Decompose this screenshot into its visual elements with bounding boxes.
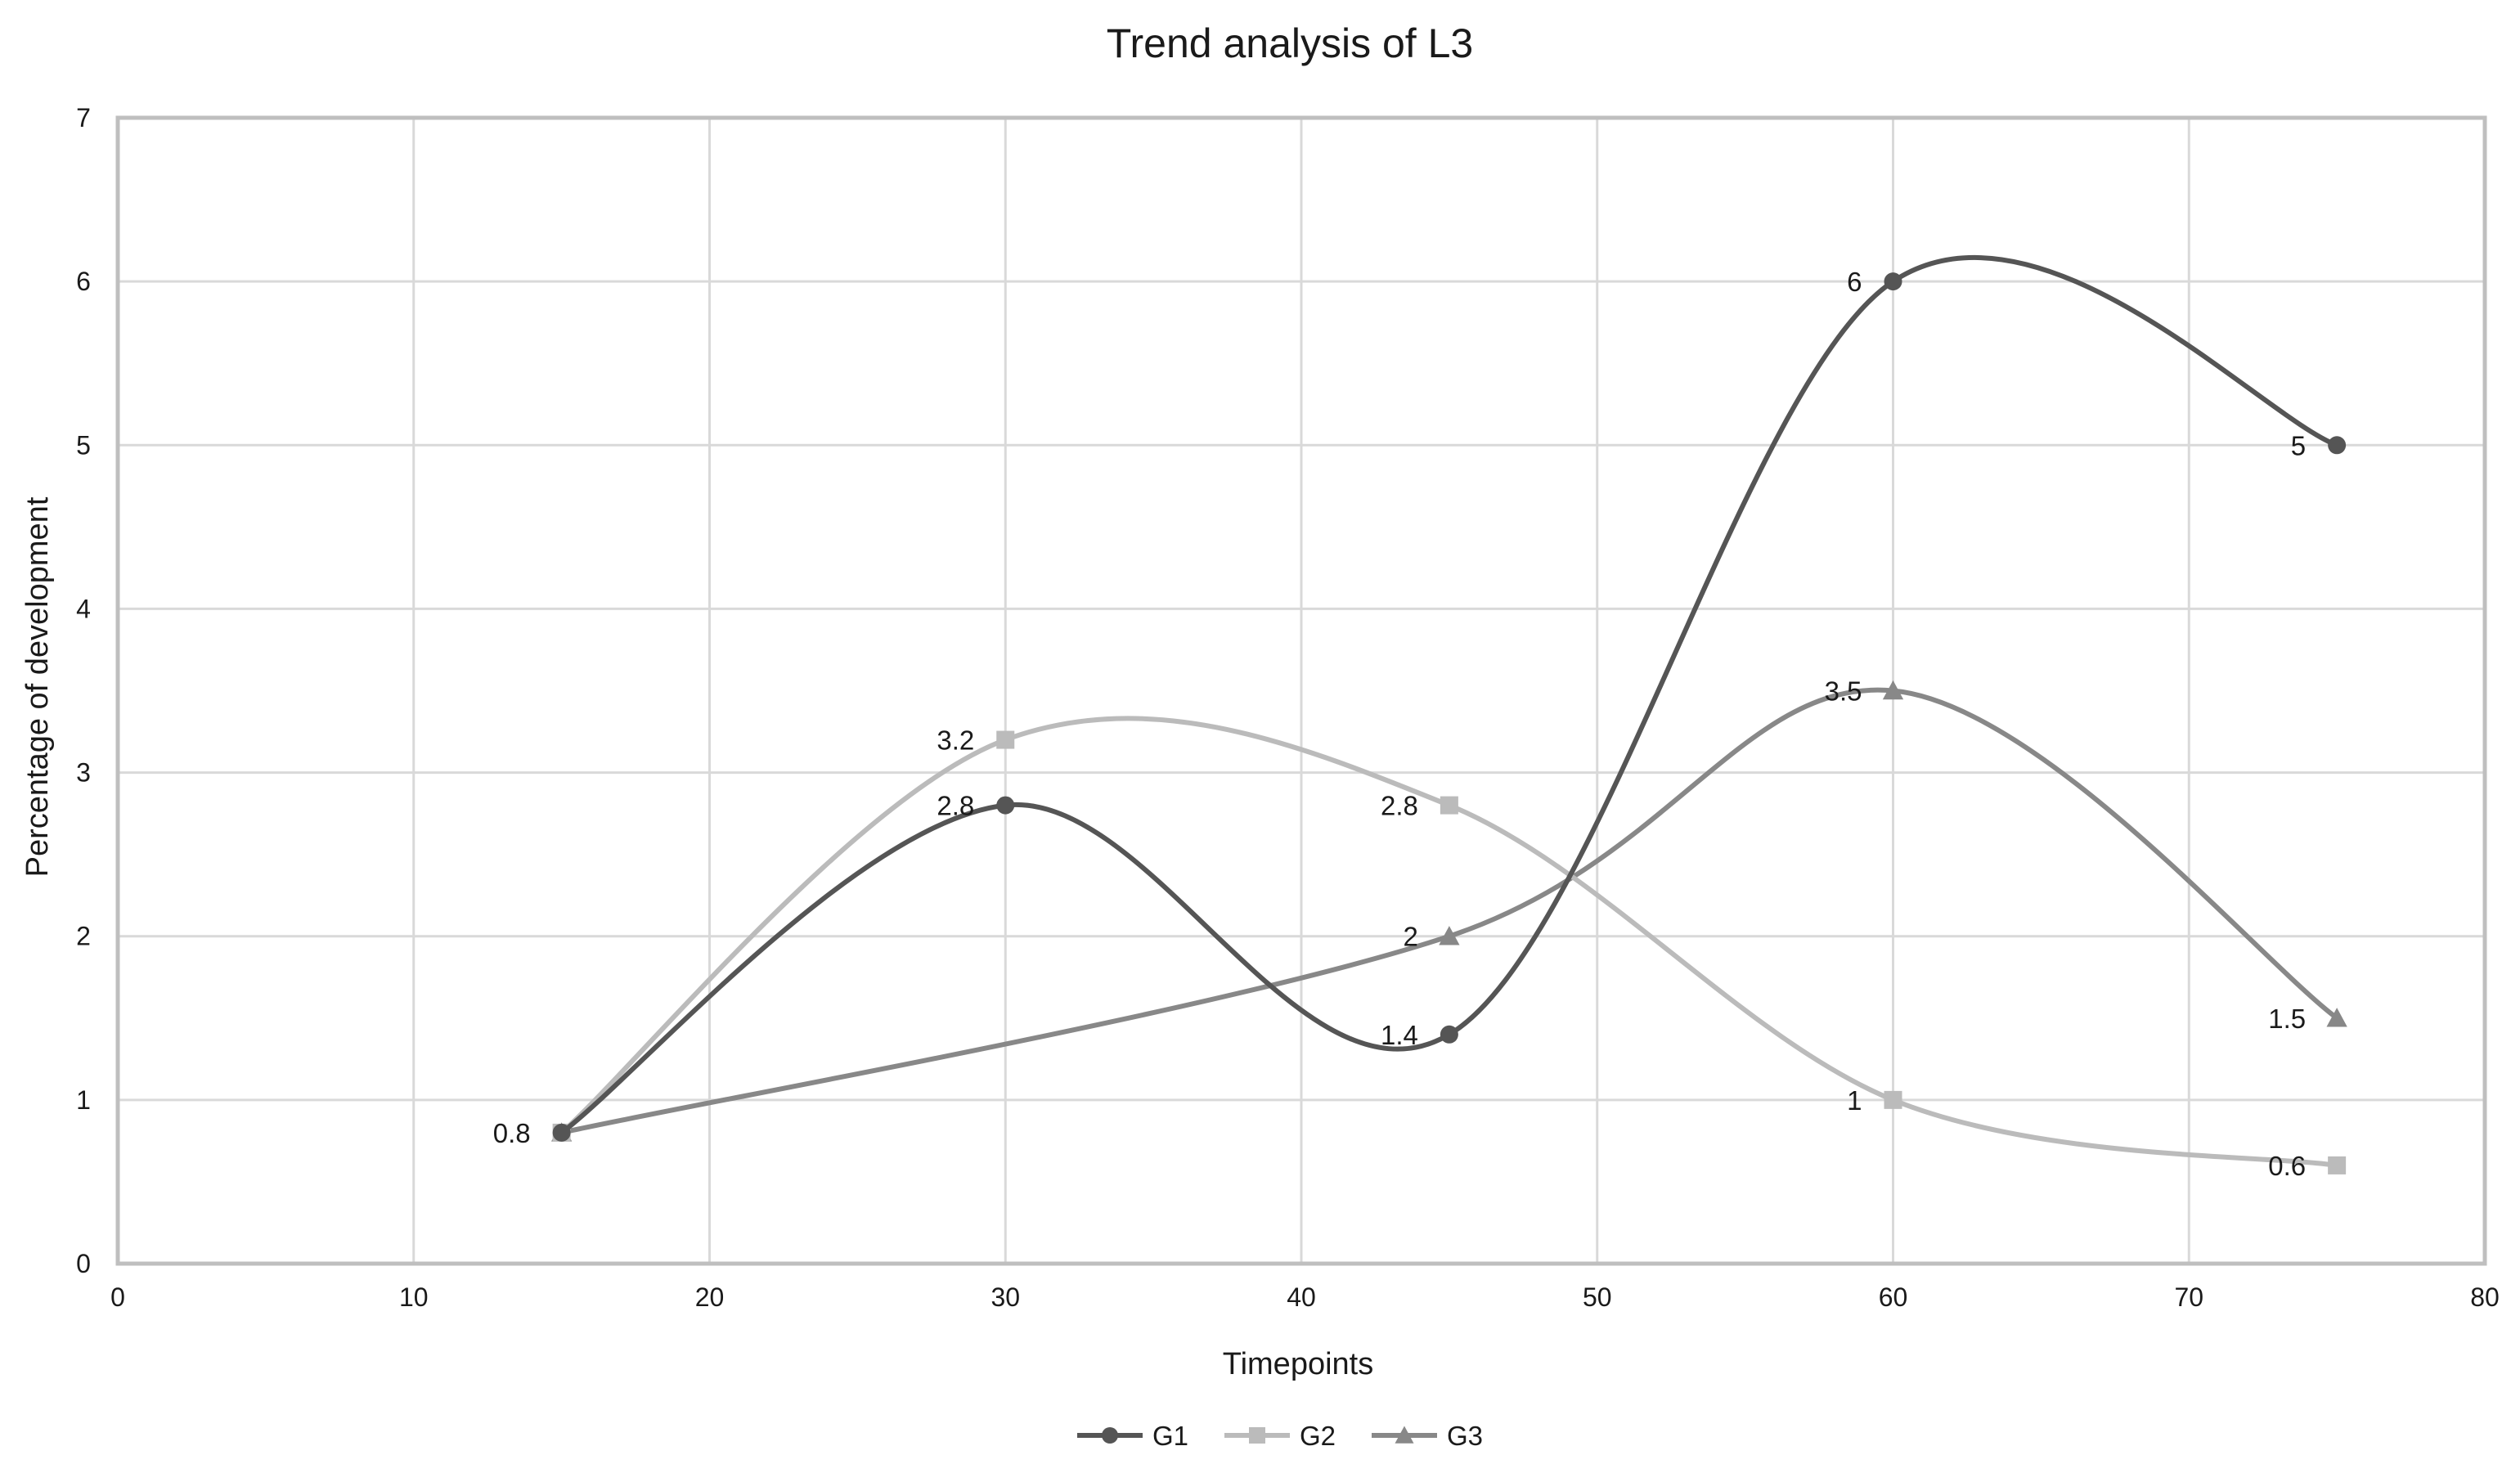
y-axis-label: Percentage of development [20, 496, 55, 877]
series-g1 [552, 255, 2347, 1142]
x-tick-label: 50 [1583, 1282, 1612, 1312]
y-tick-label: 7 [76, 103, 91, 132]
data-point-g3 [2326, 1008, 2347, 1027]
data-point-g2 [1884, 1090, 1902, 1109]
x-tick-label: 30 [990, 1282, 1020, 1312]
legend-marker [1395, 1426, 1414, 1444]
data-point-g2 [2328, 1156, 2347, 1174]
data-point-g2 [1440, 796, 1458, 815]
data-point-g1 [996, 796, 1015, 815]
series-line-g3 [559, 687, 2340, 1135]
legend-label: G1 [1152, 1421, 1188, 1451]
axes: 0 10 20 30 40 50 60 70 80 0 1 2 3 4 5 6 7 [76, 103, 2500, 1312]
data-label-g2: 0.6 [2268, 1151, 2306, 1181]
legend-item-g1: G1 [1077, 1421, 1188, 1451]
x-tick-label: 10 [399, 1282, 429, 1312]
series-line-g1 [559, 255, 2340, 1135]
legend-item-g2: G2 [1224, 1421, 1336, 1451]
data-label-g1: 6 [1847, 267, 1862, 297]
data-point-g3 [1439, 926, 1460, 945]
x-tick-label: 80 [2470, 1282, 2500, 1312]
data-label-g1: 5 [2291, 430, 2306, 460]
data-label-g1: 0.8 [493, 1118, 531, 1148]
data-label-g2: 1 [1847, 1085, 1862, 1116]
y-tick-label: 2 [76, 922, 91, 951]
x-tick-label: 60 [1879, 1282, 1908, 1312]
y-tick-label: 1 [76, 1085, 91, 1115]
x-tick-label: 0 [110, 1282, 125, 1312]
y-tick-label: 0 [76, 1249, 91, 1278]
series-layer [550, 255, 2347, 1174]
plot-frame [115, 115, 2487, 1266]
data-point-g1 [2328, 436, 2347, 455]
data-label-g3: 1.5 [2268, 1004, 2306, 1034]
data-label-g1: 2.8 [937, 791, 974, 821]
data-labels: 0.8 2.8 1.4 6 5 3.2 2.8 1 0.6 2 3.5 1.5 [493, 267, 2306, 1181]
legend-marker [1249, 1427, 1265, 1444]
data-point-g2 [996, 730, 1015, 749]
legend-label: G2 [1300, 1421, 1336, 1451]
data-point-g1 [1884, 272, 1902, 291]
series-line-g2 [559, 716, 2340, 1168]
x-tick-label: 70 [2174, 1282, 2203, 1312]
y-tick-label: 3 [76, 758, 91, 788]
data-point-g3 [1882, 680, 1904, 700]
legend-label: G3 [1447, 1421, 1483, 1451]
data-label-g3: 3.5 [1825, 676, 1862, 707]
y-tick-label: 6 [76, 267, 91, 296]
chart-title: Trend analysis of L3 [1107, 20, 1473, 66]
x-axis-label: Timepoints [1223, 1347, 1373, 1381]
legend-marker [1102, 1427, 1118, 1444]
legend: G1 G2 G3 [1077, 1421, 1483, 1451]
data-label-g2: 2.8 [1381, 791, 1418, 821]
data-point-g1 [552, 1123, 571, 1142]
x-tick-label: 20 [695, 1282, 725, 1312]
data-label-g1: 1.4 [1381, 1020, 1418, 1050]
x-tick-label: 40 [1287, 1282, 1316, 1312]
y-tick-label: 5 [76, 430, 91, 460]
data-label-g2: 3.2 [937, 725, 974, 756]
grid [116, 116, 2486, 1265]
data-label-g3: 2 [1404, 922, 1418, 952]
data-point-g1 [1440, 1025, 1458, 1044]
y-tick-label: 4 [76, 594, 91, 623]
legend-item-g3: G3 [1372, 1421, 1483, 1451]
series-g3 [550, 680, 2347, 1142]
